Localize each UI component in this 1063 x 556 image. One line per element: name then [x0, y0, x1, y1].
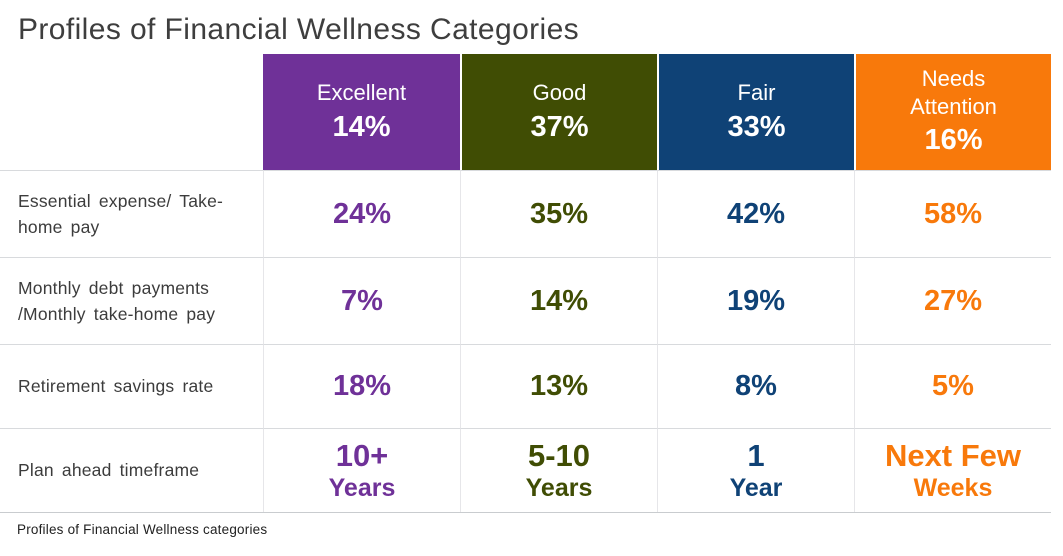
column-header-needs-attention: Needs Attention 16%	[854, 54, 1051, 170]
cell-retirement-savings-good: 13%	[460, 344, 657, 428]
column-header-percent: 14%	[332, 110, 391, 143]
timeframe-unit: Years	[328, 473, 396, 502]
cell-retirement-savings-needs-attention: 5%	[854, 344, 1051, 428]
timeframe-value: 10+	[335, 438, 389, 474]
column-header-label: Excellent	[316, 80, 407, 106]
cell-retirement-savings-excellent: 18%	[263, 344, 460, 428]
corner-spacer	[0, 54, 263, 170]
cell-plan-ahead-fair: 1 Year	[657, 428, 854, 512]
row-label-plan-ahead: Plan ahead timeframe	[0, 428, 263, 512]
cell-monthly-debt-good: 14%	[460, 257, 657, 344]
cell-monthly-debt-excellent: 7%	[263, 257, 460, 344]
column-header-good: Good 37%	[460, 54, 657, 170]
timeframe-value: 1	[747, 438, 765, 474]
cell-monthly-debt-fair: 19%	[657, 257, 854, 344]
cell-plan-ahead-needs-attention: Next Few Weeks	[854, 428, 1051, 512]
row-label-monthly-debt: Monthly debt payments /Monthly take-home…	[0, 257, 263, 344]
column-header-label: Fair	[737, 80, 776, 106]
timeframe-value: Next Few	[884, 438, 1022, 474]
column-header-fair: Fair 33%	[657, 54, 854, 170]
column-header-label: Good	[532, 80, 587, 106]
timeframe-unit: Year	[729, 473, 783, 502]
column-header-label: Needs Attention	[910, 66, 997, 119]
financial-wellness-table: Excellent 14% Good 37% Fair 33% Needs At…	[0, 54, 1051, 513]
column-header-excellent: Excellent 14%	[263, 54, 460, 170]
row-label-essential-expense: Essential expense/ Take-home pay	[0, 170, 263, 257]
column-header-percent: 16%	[924, 124, 983, 157]
cell-retirement-savings-fair: 8%	[657, 344, 854, 428]
column-header-percent: 33%	[727, 110, 786, 143]
cell-plan-ahead-good: 5-10 Years	[460, 428, 657, 512]
cell-essential-expense-excellent: 24%	[263, 170, 460, 257]
timeframe-unit: Years	[525, 473, 593, 502]
cell-essential-expense-fair: 42%	[657, 170, 854, 257]
table-caption: Profiles of Financial Wellness categorie…	[17, 522, 268, 537]
timeframe-value: 5-10	[527, 438, 591, 474]
column-header-percent: 37%	[530, 110, 589, 143]
cell-essential-expense-good: 35%	[460, 170, 657, 257]
timeframe-unit: Weeks	[913, 473, 993, 502]
page-title: Profiles of Financial Wellness Categorie…	[18, 13, 580, 46]
cell-monthly-debt-needs-attention: 27%	[854, 257, 1051, 344]
row-label-retirement-savings: Retirement savings rate	[0, 344, 263, 428]
cell-plan-ahead-excellent: 10+ Years	[263, 428, 460, 512]
cell-essential-expense-needs-attention: 58%	[854, 170, 1051, 257]
